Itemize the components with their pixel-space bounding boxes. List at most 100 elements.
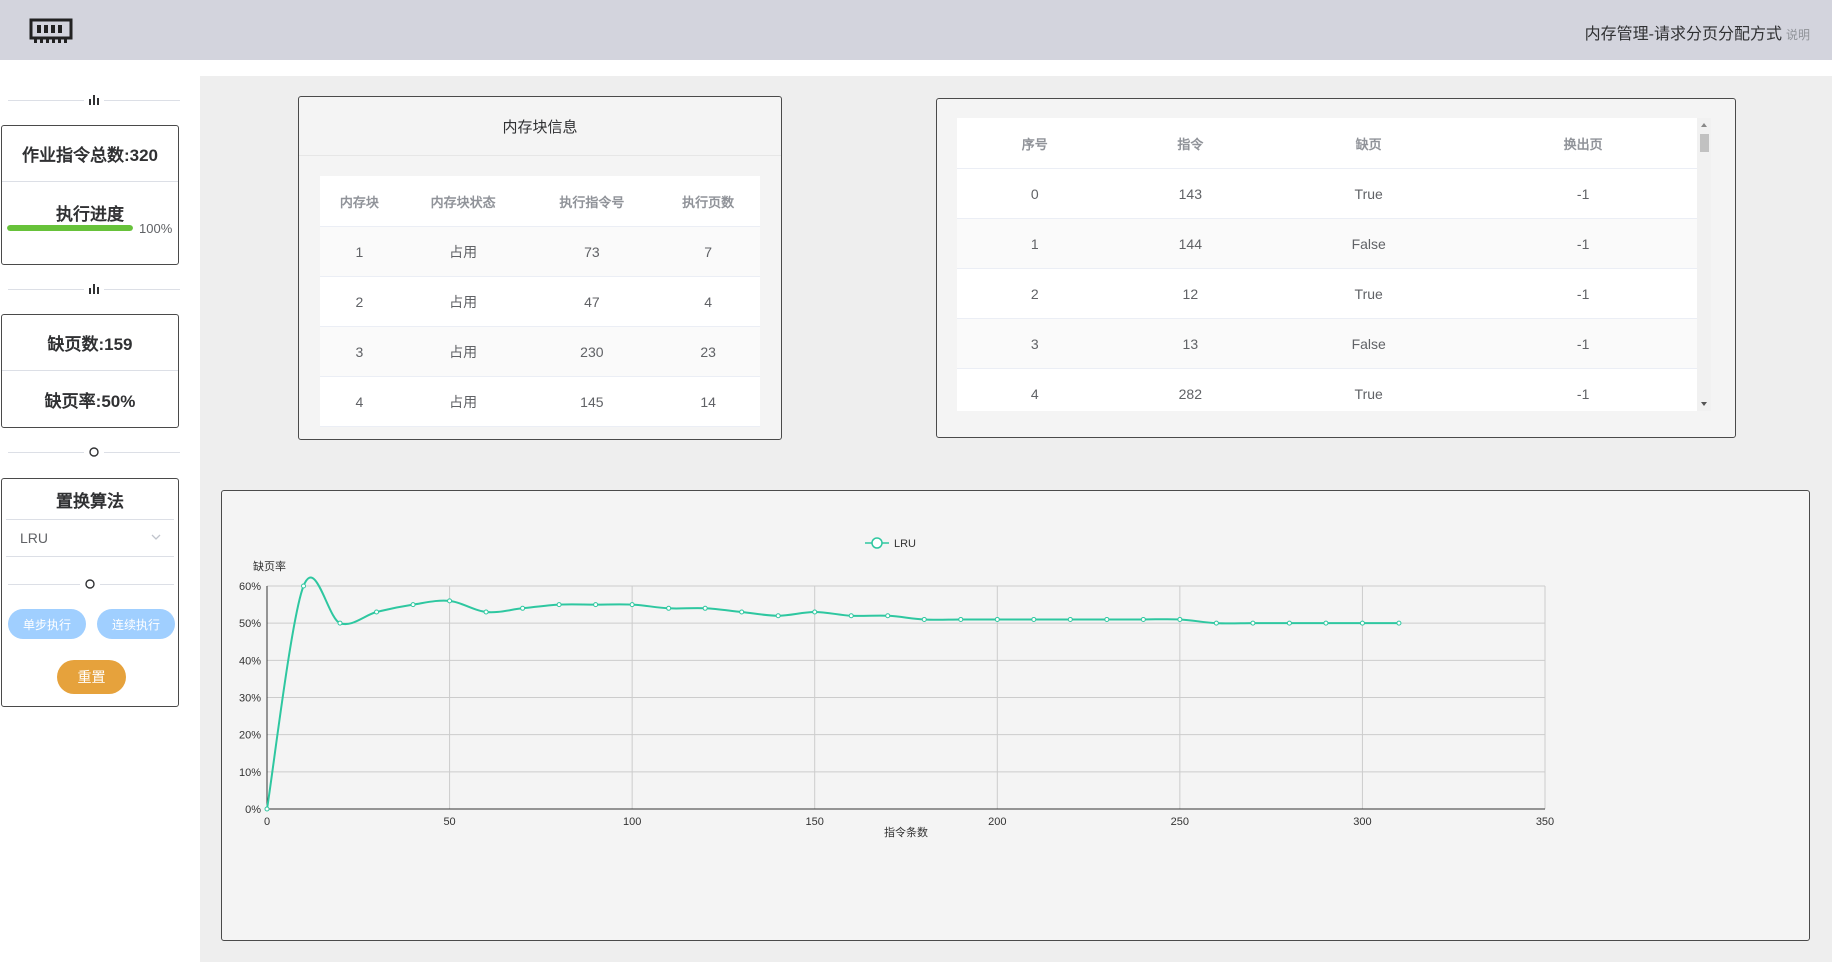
data-point [1177, 616, 1183, 622]
table-cell: 47 [527, 276, 657, 327]
help-link[interactable]: 说明 [1785, 28, 1810, 42]
main-area: 内存块信息 内存块 内存块状态 执行指令号 执行页数 1 占用 73 7 2 占用 47 4 3 占用 2… [200, 76, 1832, 962]
table-cell: -1 [1469, 218, 1697, 269]
table-row: 0 143 True -1 [957, 168, 1697, 219]
data-point [337, 620, 343, 626]
app-title-text: 内存管理-请求分页分配方式 [1584, 26, 1782, 43]
data-point [520, 605, 526, 611]
algorithm-title: 置换算法 [56, 491, 124, 511]
divider [8, 281, 180, 297]
table-cell: 占用 [398, 376, 528, 427]
table-body: 1 占用 73 7 2 占用 47 4 3 占用 230 23 4 占用 145 14 [320, 226, 760, 427]
progress-track [7, 225, 133, 231]
scroll-down-arrow-icon[interactable] [1697, 399, 1711, 409]
data-point [629, 602, 635, 608]
data-point [848, 613, 854, 619]
table-cell: 2 [957, 268, 1113, 319]
fault-rate-chart: 0% 10% 20% 30% 40% 50% 60% 0 50 100 150 200 250 300 35… [239, 537, 1554, 839]
algorithm-select[interactable]: LRU [6, 519, 174, 557]
table-cell: 4 [320, 376, 399, 427]
execution-log-table-wrap[interactable]: 序号 指令 缺页 换出页 0 143 True -1 1 144 False -1 2 12 True -1… [957, 118, 1711, 411]
progress-label: 执行进度 [56, 204, 124, 224]
y-tick-label: 40% [239, 655, 261, 667]
chart-panel: 0% 10% 20% 30% 40% 50% 60% 0 50 100 150 200 250 300 35… [221, 490, 1810, 941]
table-row: 3 13 False -1 [957, 318, 1697, 369]
data-point [1286, 620, 1292, 626]
data-point [739, 609, 745, 615]
total-instructions: 作业指令总数:320 [2, 126, 178, 182]
divider [8, 444, 180, 460]
table-cell: 145 [527, 376, 657, 427]
x-tick-label: 100 [623, 816, 641, 828]
data-point [775, 613, 781, 619]
execution-log-table: 序号 指令 缺页 换出页 0 143 True -1 1 144 False -1 2 12 True -1… [957, 118, 1697, 411]
memory-block-title: 内存块信息 [299, 97, 781, 156]
table-cell: 2 [320, 276, 399, 327]
table-header-row: 序号 指令 缺页 换出页 [957, 118, 1697, 169]
x-tick-label: 0 [264, 816, 270, 828]
table-cell: 13 [1112, 318, 1269, 369]
reset-button[interactable]: 重置 [57, 660, 126, 694]
table-row: 2 12 True -1 [957, 268, 1697, 319]
column-header: 指令 [1112, 118, 1269, 169]
table-cell: 3 [957, 318, 1113, 369]
y-tick-label: 10% [239, 767, 261, 779]
fault-card: 缺页数:159 缺页率:50% [1, 314, 179, 428]
data-point [483, 609, 489, 615]
data-point [374, 609, 380, 615]
table-cell: 143 [1112, 168, 1269, 219]
table-row: 2 占用 47 4 [320, 276, 760, 327]
cpu-icon [89, 447, 99, 457]
y-tick-label: 20% [239, 730, 261, 742]
legend-label: LRU [894, 538, 916, 550]
y-axis-label: 缺页率 [253, 559, 286, 573]
data-point [1323, 620, 1329, 626]
data-point [921, 616, 927, 622]
table-cell: 1 [957, 218, 1113, 269]
data-point [1067, 616, 1073, 622]
table-cell: True [1268, 268, 1470, 319]
table-cell: 7 [656, 226, 760, 277]
x-tick-label: 50 [443, 816, 455, 828]
table-cell: -1 [1469, 318, 1697, 369]
table-row: 4 占用 145 14 [320, 376, 760, 427]
scroll-up-arrow-icon[interactable] [1697, 120, 1711, 130]
data-point [301, 583, 307, 589]
legend-marker [871, 537, 883, 549]
table-header-row: 内存块 内存块状态 执行指令号 执行页数 [320, 176, 760, 227]
table-row: 3 占用 230 23 [320, 326, 760, 377]
x-tick-label: 200 [988, 816, 1006, 828]
execution-log-panel: 序号 指令 缺页 换出页 0 143 True -1 1 144 False -1 2 12 True -1… [936, 98, 1736, 438]
cpu-icon [85, 579, 95, 589]
table-cell: False [1268, 318, 1470, 369]
data-point [593, 602, 599, 608]
scroll-thumb[interactable] [1700, 134, 1709, 152]
memory-block-table: 内存块 内存块状态 执行指令号 执行页数 1 占用 73 7 2 占用 47 4 3 占用 230 23 4 占… [320, 176, 760, 427]
progress-text: 100% [139, 220, 173, 236]
data-point [666, 605, 672, 611]
column-header: 内存块 [320, 176, 399, 227]
top-bar: 内存管理-请求分页分配方式 说明 [0, 0, 1832, 60]
series-line-lru [266, 576, 1399, 810]
data-point [812, 609, 818, 615]
step-execute-button[interactable]: 单步执行 [8, 609, 86, 639]
table-cell: True [1268, 168, 1470, 219]
table-cell: 282 [1112, 368, 1269, 411]
x-tick-label: 300 [1353, 816, 1371, 828]
progress-fill [7, 225, 133, 231]
table-cell: 占用 [398, 276, 528, 327]
data-point [1213, 620, 1219, 626]
vertical-scrollbar[interactable] [1697, 118, 1711, 411]
table-cell: 12 [1112, 268, 1269, 319]
data-point [994, 616, 1000, 622]
table-cell: 23 [656, 326, 760, 377]
continuous-execute-button[interactable]: 连续执行 [97, 609, 175, 639]
data-point [885, 613, 891, 619]
table-cell: 73 [527, 226, 657, 277]
table-cell: 0 [957, 168, 1113, 219]
table-cell: 4 [656, 276, 760, 327]
sidebar: 作业指令总数:320 执行进度 100% 缺页数:159 缺页率:50% 置换算… [0, 60, 200, 962]
algorithm-selected: LRU [20, 530, 49, 546]
table-row: 4 282 True -1 [957, 368, 1697, 411]
column-header: 换出页 [1469, 118, 1697, 169]
